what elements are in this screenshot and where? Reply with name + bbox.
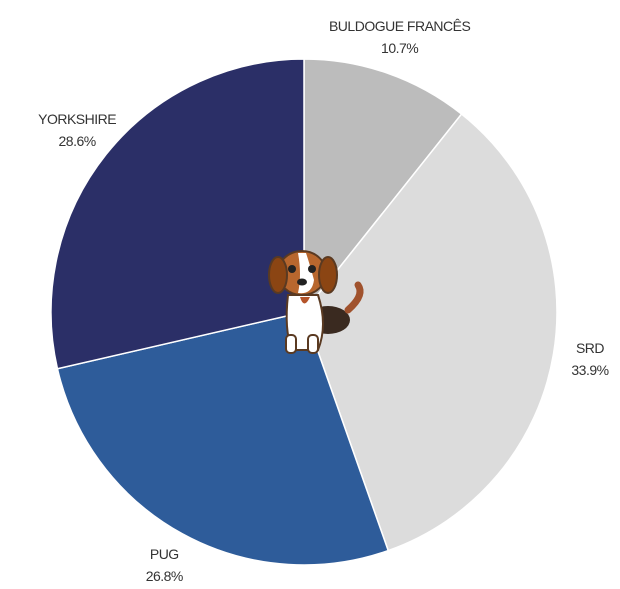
slice-label: SRD: [576, 340, 604, 356]
slice-value-label: 33.9%: [571, 362, 608, 378]
dog-eye: [288, 265, 296, 273]
pie-slice: [303, 113, 558, 552]
dog-leg: [285, 334, 297, 354]
pie-slice: [50, 58, 305, 370]
dog-ear: [318, 256, 338, 294]
dog-eye: [308, 265, 316, 273]
pie-slice: [56, 311, 390, 566]
slice-value-label: 10.7%: [381, 40, 418, 56]
dog-collar: [300, 297, 310, 304]
slices: [50, 58, 558, 566]
dog-tail: [344, 281, 364, 314]
dog-ear: [268, 256, 288, 294]
slice-value-label: 28.6%: [59, 133, 96, 149]
slice-label: YORKSHIRE: [38, 111, 116, 127]
slice-label: BULDOGUE FRANCÊS: [329, 18, 471, 34]
slice-label: PUG: [150, 546, 179, 562]
labels: BULDOGUE FRANCÊS 10.7% SRD 33.9% PUG 26.8% YOR…: [38, 18, 609, 584]
dog-illustration: [268, 250, 364, 354]
pie-slice: [303, 58, 463, 315]
dog-leg: [307, 334, 319, 354]
slice-value-label: 26.8%: [146, 568, 183, 584]
dog-nose: [297, 278, 307, 286]
